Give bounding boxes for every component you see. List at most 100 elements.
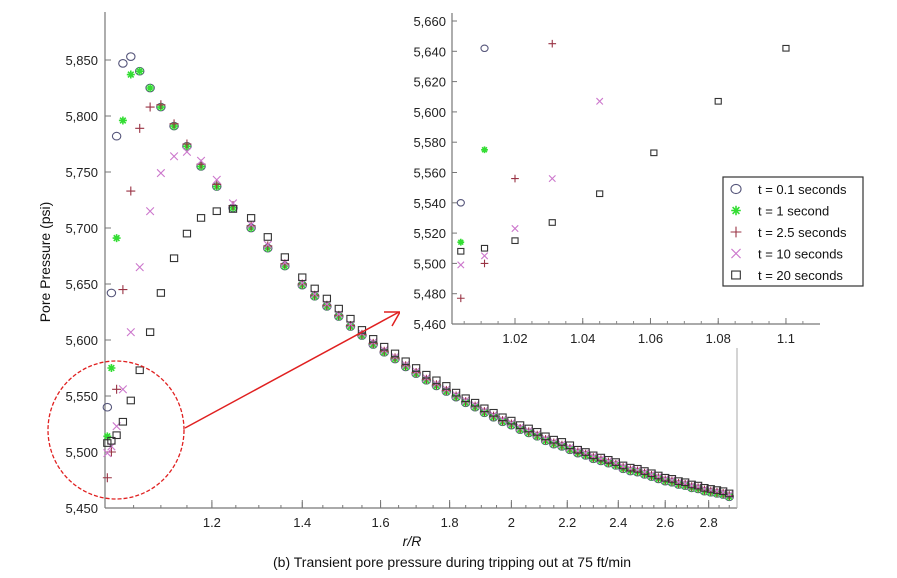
data-point [196, 156, 206, 165]
data-point [603, 457, 613, 467]
legend: t = 0.1 seconds t = 1 second t = 2.5 secon… [722, 176, 864, 287]
data-point [369, 335, 378, 343]
inset-x-tick-label: 1.08 [706, 331, 731, 346]
y-tick-label: 5,850 [65, 53, 98, 68]
x-tick-label: 2.2 [558, 515, 576, 530]
data-point [169, 152, 179, 161]
inset-y-tick-label: 5,460 [413, 317, 446, 332]
data-point [390, 349, 400, 358]
inset-y-tick-label: 5,560 [413, 166, 446, 181]
inset-data-point [480, 244, 489, 252]
inset-data-point [456, 294, 465, 303]
inset-data-point [480, 44, 489, 53]
data-point [126, 327, 135, 337]
data-point [310, 284, 319, 293]
inset-series-x [457, 97, 604, 269]
inset-data-point [596, 97, 604, 105]
data-point [107, 436, 116, 445]
data-point [441, 385, 451, 395]
data-point [573, 447, 583, 457]
data-point [126, 396, 135, 405]
y-tick-label: 5,800 [65, 109, 98, 124]
inset-y-tick-label: 5,580 [413, 135, 446, 150]
data-point [145, 328, 155, 337]
data-point [380, 342, 389, 351]
inset-data-point [511, 224, 519, 233]
data-point [411, 364, 421, 372]
data-point [565, 441, 575, 450]
data-point [112, 431, 121, 440]
data-point [515, 421, 525, 429]
inset-data-point [480, 252, 489, 260]
y-axis-label: Pore Pressure (psi) [37, 202, 53, 323]
zoom-arrow [184, 311, 400, 429]
data-point [712, 486, 722, 494]
data-point [246, 214, 256, 222]
x-axis-label: r/R [403, 533, 422, 549]
data-point [126, 70, 135, 79]
legend-marker-star-icon [731, 205, 741, 216]
data-point [111, 131, 122, 141]
data-point [451, 388, 461, 397]
data-point [118, 385, 128, 394]
data-point [431, 380, 441, 390]
x-tick-label: 2 [508, 515, 515, 530]
data-point [442, 382, 451, 390]
data-point [588, 453, 598, 463]
data-point [681, 478, 690, 487]
data-point [322, 294, 332, 303]
inset-y-tick-label: 5,640 [413, 44, 446, 59]
data-point [515, 423, 525, 432]
data-point [246, 220, 256, 229]
data-point [118, 59, 128, 68]
inset-y-tick-label: 5,600 [413, 105, 446, 120]
inset-data-point [782, 44, 790, 52]
data-point [182, 229, 192, 238]
data-point [541, 432, 550, 441]
x-tick-label: 1.8 [441, 515, 459, 530]
x-tick-label: 2.6 [656, 515, 674, 530]
inset-y-tick-label: 5,520 [413, 226, 446, 241]
data-point [507, 416, 516, 425]
inset-y-tick-label: 5,620 [413, 75, 446, 90]
y-tick-label: 5,650 [65, 277, 98, 292]
inset-y-tick-label: 5,500 [413, 256, 446, 271]
x-tick-label: 2.4 [609, 515, 627, 530]
legend-marker-circle-icon [730, 183, 742, 195]
data-point [103, 432, 112, 441]
data-point [557, 439, 567, 449]
data-point [156, 168, 166, 178]
data-point [263, 241, 273, 251]
inset-x-tick-label: 1.06 [638, 331, 663, 346]
data-point [667, 475, 677, 483]
data-point [126, 52, 136, 61]
data-point [489, 410, 498, 420]
data-point [565, 443, 575, 452]
series-square [103, 205, 734, 498]
data-point [246, 221, 256, 231]
data-point [489, 408, 498, 417]
inset-series-plus [456, 39, 557, 303]
legend-label: t = 2.5 seconds [758, 225, 847, 240]
y-tick-label: 5,600 [65, 333, 98, 348]
legend-box [722, 176, 864, 287]
data-point [118, 285, 128, 295]
data-point [524, 426, 533, 435]
legend-label: t = 1 second [758, 204, 829, 219]
inset-series-star [457, 146, 488, 246]
inset-series-circle [456, 44, 489, 207]
data-point [549, 435, 558, 444]
y-tick-label: 5,550 [65, 389, 98, 404]
y-tick-label: 5,450 [65, 501, 98, 516]
x-tick-label: 2.8 [700, 515, 718, 530]
data-point [107, 364, 116, 372]
series-x [103, 147, 734, 499]
y-tick-label: 5,750 [65, 165, 98, 180]
data-point [169, 119, 179, 129]
data-point [106, 288, 117, 298]
inset-data-point [457, 247, 465, 255]
data-point [368, 338, 378, 348]
data-point [533, 429, 542, 439]
data-point [146, 84, 155, 92]
